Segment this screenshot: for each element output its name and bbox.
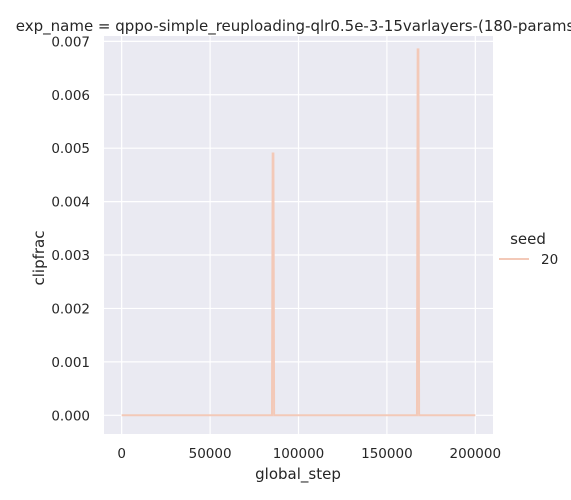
legend: seed 20 [499, 230, 558, 268]
y-tick-label: 0.003 [51, 248, 90, 264]
series-layer [121, 48, 476, 417]
x-axis-label: global_step [255, 465, 341, 484]
legend-entry-20: 20 [541, 252, 558, 268]
y-tick-label: 0.005 [51, 141, 90, 157]
x-tick-label: 100000 [273, 446, 325, 462]
grid [104, 36, 493, 434]
y-tick-label: 0.000 [51, 408, 90, 424]
y-axis-label: clipfrac [30, 231, 48, 286]
x-tick-label: 150000 [361, 446, 413, 462]
y-tick-label: 0.004 [51, 195, 90, 211]
chart-title: exp_name = qppo-simple_reuploading-qlr0.… [16, 17, 571, 36]
y-tick-label: 0.007 [51, 34, 90, 50]
x-tick-label: 200000 [450, 446, 502, 462]
series-line-20 [121, 48, 476, 417]
y-ticks: 0.000 0.001 0.002 0.003 0.004 0.005 0.006 0.007 [51, 34, 90, 424]
y-tick-label: 0.001 [51, 355, 90, 371]
x-tick-label: 0 [117, 446, 126, 462]
legend-title: seed [510, 230, 546, 248]
x-ticks: 0 50000 100000 150000 200000 [117, 446, 501, 462]
y-tick-label: 0.006 [51, 88, 90, 104]
x-tick-label: 50000 [189, 446, 232, 462]
y-tick-label: 0.002 [51, 301, 90, 317]
